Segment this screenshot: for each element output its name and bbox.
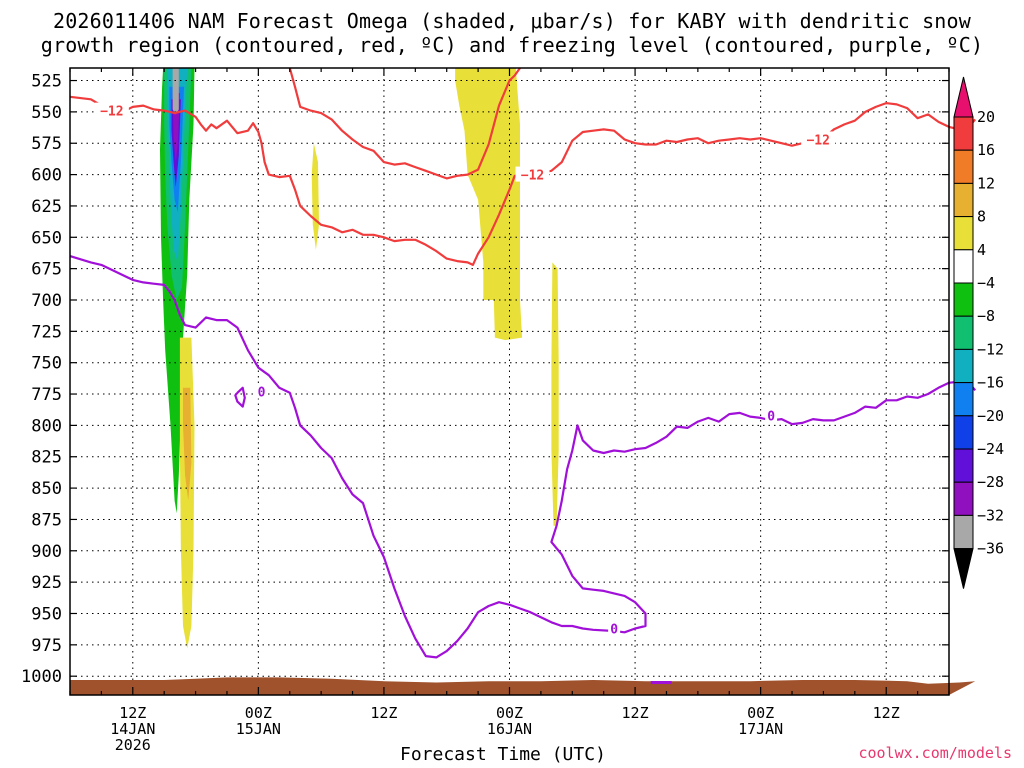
x-tick-label: 2026	[115, 736, 151, 754]
x-tick-label: 12Z	[873, 704, 900, 722]
y-tick-label: 1000	[21, 667, 62, 687]
terrain-layer	[70, 677, 976, 695]
colorbar-swatch	[953, 315, 974, 350]
colorbar-label: 16	[977, 141, 995, 159]
freezing-contour-label: 0	[258, 386, 266, 401]
y-tick-label: 825	[31, 448, 62, 468]
colorbar-legend: 20 16 12 8 4 −4 −8 −12 −16 −20 −24 −28 −32 −36	[953, 76, 1004, 589]
x-tick-label: 15JAN	[236, 720, 281, 738]
x-tick-label: 17JAN	[738, 720, 783, 738]
x-tick-label: 12Z	[119, 704, 146, 722]
contour-label-bg	[801, 131, 836, 147]
surface-terrain	[70, 677, 976, 695]
y-tick-label: 750	[31, 354, 62, 374]
y-tick-label: 925	[31, 573, 62, 593]
y-tick-label: 575	[31, 134, 62, 154]
chart-title-line-2: growth region (contoured, red, ºC) and f…	[40, 33, 984, 57]
x-axis-title: Forecast Time (UTC)	[400, 744, 606, 765]
dendritic-growth-contour-line	[288, 67, 521, 180]
x-tick-label: 12Z	[622, 704, 649, 722]
y-tick-label: 900	[31, 542, 62, 562]
colorbar-swatch	[953, 481, 974, 516]
freezing-contour-label: 0	[610, 623, 618, 638]
colorbar-label: −24	[977, 440, 1004, 458]
dendritic-contour-label: −12	[806, 133, 829, 148]
colorbar-label: −32	[977, 506, 1004, 524]
colorbar-label: −4	[977, 274, 995, 292]
colorbar-label: −12	[977, 340, 1004, 358]
omega-shaded-area	[455, 68, 523, 341]
x-tick-label: 14JAN	[110, 720, 155, 738]
grid-layer	[70, 68, 949, 695]
y-tick-label: 775	[31, 385, 62, 405]
colorbar-label: −28	[977, 473, 1004, 491]
credit-text: coolwx.com/models	[858, 744, 1012, 762]
contour-label-bg	[515, 166, 550, 182]
colorbar-swatch	[953, 149, 974, 184]
x-tick-label: 16JAN	[487, 720, 532, 738]
y-tick-label: 950	[31, 604, 62, 624]
colorbar-swatch	[953, 216, 974, 251]
chart-title-line-1: 2026011406 NAM Forecast Omega (shaded, μ…	[52, 9, 972, 33]
x-tick-label: 00Z	[496, 704, 523, 722]
colorbar-swatch	[953, 514, 974, 550]
x-tick-label: 00Z	[245, 704, 272, 722]
y-tick-label: 525	[31, 72, 62, 92]
contour-label-bg	[765, 407, 778, 423]
y-tick-label: 975	[31, 636, 62, 656]
y-tick-label: 600	[31, 166, 62, 186]
colorbar-swatch	[953, 415, 974, 450]
colorbar-swatch	[953, 448, 974, 483]
freezing-level-contour-line	[234, 386, 246, 408]
colorbar-swatch	[953, 282, 974, 317]
dendritic-contour-label: −12	[100, 105, 123, 120]
omega-shaded-area	[172, 68, 179, 115]
omega-shaded-area	[179, 337, 195, 649]
colorbar-label: −8	[977, 307, 995, 325]
y-tick-label: 675	[31, 260, 62, 280]
omega-shading-layer	[160, 68, 559, 649]
contour-label-bg	[255, 383, 268, 399]
y-tick-label: 700	[31, 291, 62, 311]
colorbar-top-arrow	[953, 76, 974, 118]
colorbar-swatch	[953, 182, 974, 218]
y-tick-label: 800	[31, 416, 62, 436]
colorbar-swatch	[953, 116, 974, 151]
colorbar-label: −16	[977, 374, 1004, 392]
contour-label-bg	[94, 102, 129, 118]
colorbar-label: 12	[977, 174, 995, 192]
colorbar-label: 20	[977, 108, 995, 126]
freezing-level-contour-line	[69, 255, 977, 659]
colorbar-label: 8	[977, 208, 986, 226]
y-tick-label: 850	[31, 479, 62, 499]
colorbar-swatch	[953, 249, 974, 284]
colorbar-label: −36	[977, 540, 1004, 558]
axes-layer: 525 550 575 600 625 650 675 700 725 750 775 800 825 8…	[21, 67, 950, 754]
colorbar-label: −20	[977, 407, 1004, 425]
colorbar-swatch	[953, 382, 974, 417]
omega-shaded-area	[183, 387, 192, 501]
colorbar-label: 4	[977, 241, 986, 259]
x-tick-label: 00Z	[747, 704, 774, 722]
x-tick-label: 12Z	[370, 704, 397, 722]
y-tick-label: 625	[31, 197, 62, 217]
y-tick-label: 650	[31, 228, 62, 248]
contour-label-bg	[608, 620, 621, 636]
contour-layer: −12 −12 −12 0 0 0	[69, 67, 977, 659]
y-tick-label: 725	[31, 322, 62, 342]
y-tick-label: 550	[31, 103, 62, 123]
dendritic-contour-label: −12	[521, 169, 544, 184]
omega-shaded-area	[311, 143, 319, 250]
freezing-contour-label: 0	[767, 409, 775, 424]
y-tick-label: 875	[31, 510, 62, 530]
colorbar-swatch	[953, 348, 974, 384]
colorbar-bottom-arrow	[953, 548, 974, 589]
